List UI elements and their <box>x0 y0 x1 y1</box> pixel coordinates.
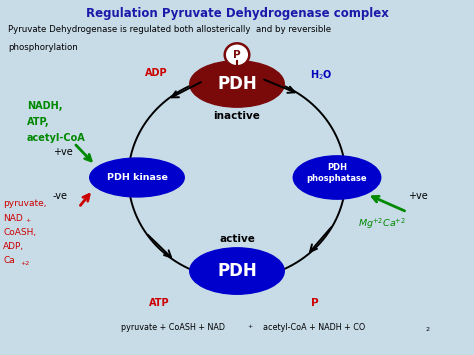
Text: pyruvate + CoASH + NAD: pyruvate + CoASH + NAD <box>121 323 225 332</box>
Text: NAD: NAD <box>3 214 23 223</box>
Text: NADH,: NADH, <box>27 101 62 111</box>
Text: +ve: +ve <box>408 191 428 201</box>
Text: ADP: ADP <box>146 68 168 78</box>
Ellipse shape <box>293 156 381 199</box>
Text: acetyl-CoA + NADH + CO: acetyl-CoA + NADH + CO <box>263 323 365 332</box>
Text: phosphorylation: phosphorylation <box>8 43 78 52</box>
Text: ATP,: ATP, <box>27 118 49 127</box>
Text: +2: +2 <box>20 261 30 266</box>
Text: Mg$^{+2}$Ca$^{+2}$: Mg$^{+2}$Ca$^{+2}$ <box>357 217 406 231</box>
Text: ADP,: ADP, <box>3 242 24 251</box>
Text: Regulation Pyruvate Dehydrogenase complex: Regulation Pyruvate Dehydrogenase comple… <box>86 7 388 20</box>
Text: PDH
phosphatase: PDH phosphatase <box>307 163 367 183</box>
Text: ATP: ATP <box>149 298 169 308</box>
Text: P: P <box>233 50 241 60</box>
Text: Pyruvate Dehydrogenase is regulated both allosterically  and by reversible: Pyruvate Dehydrogenase is regulated both… <box>8 25 331 34</box>
Text: inactive: inactive <box>214 111 260 121</box>
Ellipse shape <box>190 248 284 294</box>
Text: H$_2$O: H$_2$O <box>310 68 333 82</box>
Text: PDH: PDH <box>217 262 257 280</box>
Text: Ca: Ca <box>3 256 15 265</box>
Ellipse shape <box>90 158 184 197</box>
Ellipse shape <box>190 61 284 107</box>
Text: pyruvate,: pyruvate, <box>3 199 46 208</box>
Text: PDH kinase: PDH kinase <box>107 173 167 182</box>
Text: acetyl-CoA: acetyl-CoA <box>27 133 85 143</box>
Text: P: P <box>311 298 319 308</box>
Text: active: active <box>219 234 255 244</box>
Text: PDH: PDH <box>217 75 257 93</box>
Text: 2: 2 <box>425 327 429 332</box>
Text: +: + <box>25 218 30 223</box>
Text: +ve: +ve <box>53 147 73 157</box>
Circle shape <box>225 43 249 66</box>
Text: -ve: -ve <box>53 191 68 201</box>
Text: CoASH,: CoASH, <box>3 228 36 237</box>
Text: +: + <box>247 324 253 329</box>
